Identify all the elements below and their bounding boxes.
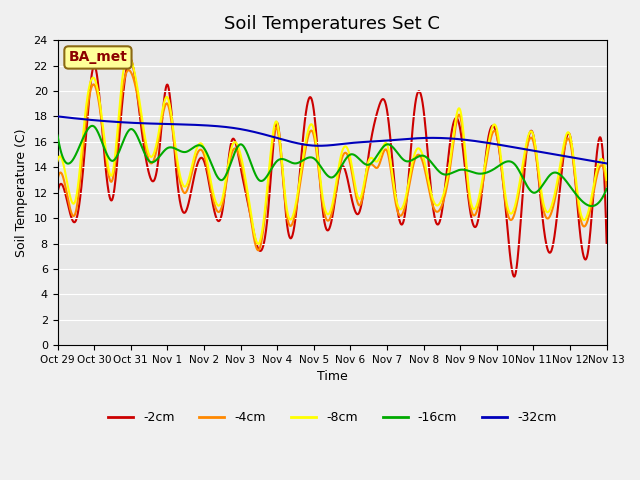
- Text: BA_met: BA_met: [68, 50, 127, 64]
- X-axis label: Time: Time: [317, 371, 348, 384]
- Title: Soil Temperatures Set C: Soil Temperatures Set C: [224, 15, 440, 33]
- Legend: -2cm, -4cm, -8cm, -16cm, -32cm: -2cm, -4cm, -8cm, -16cm, -32cm: [103, 407, 561, 430]
- Y-axis label: Soil Temperature (C): Soil Temperature (C): [15, 129, 28, 257]
